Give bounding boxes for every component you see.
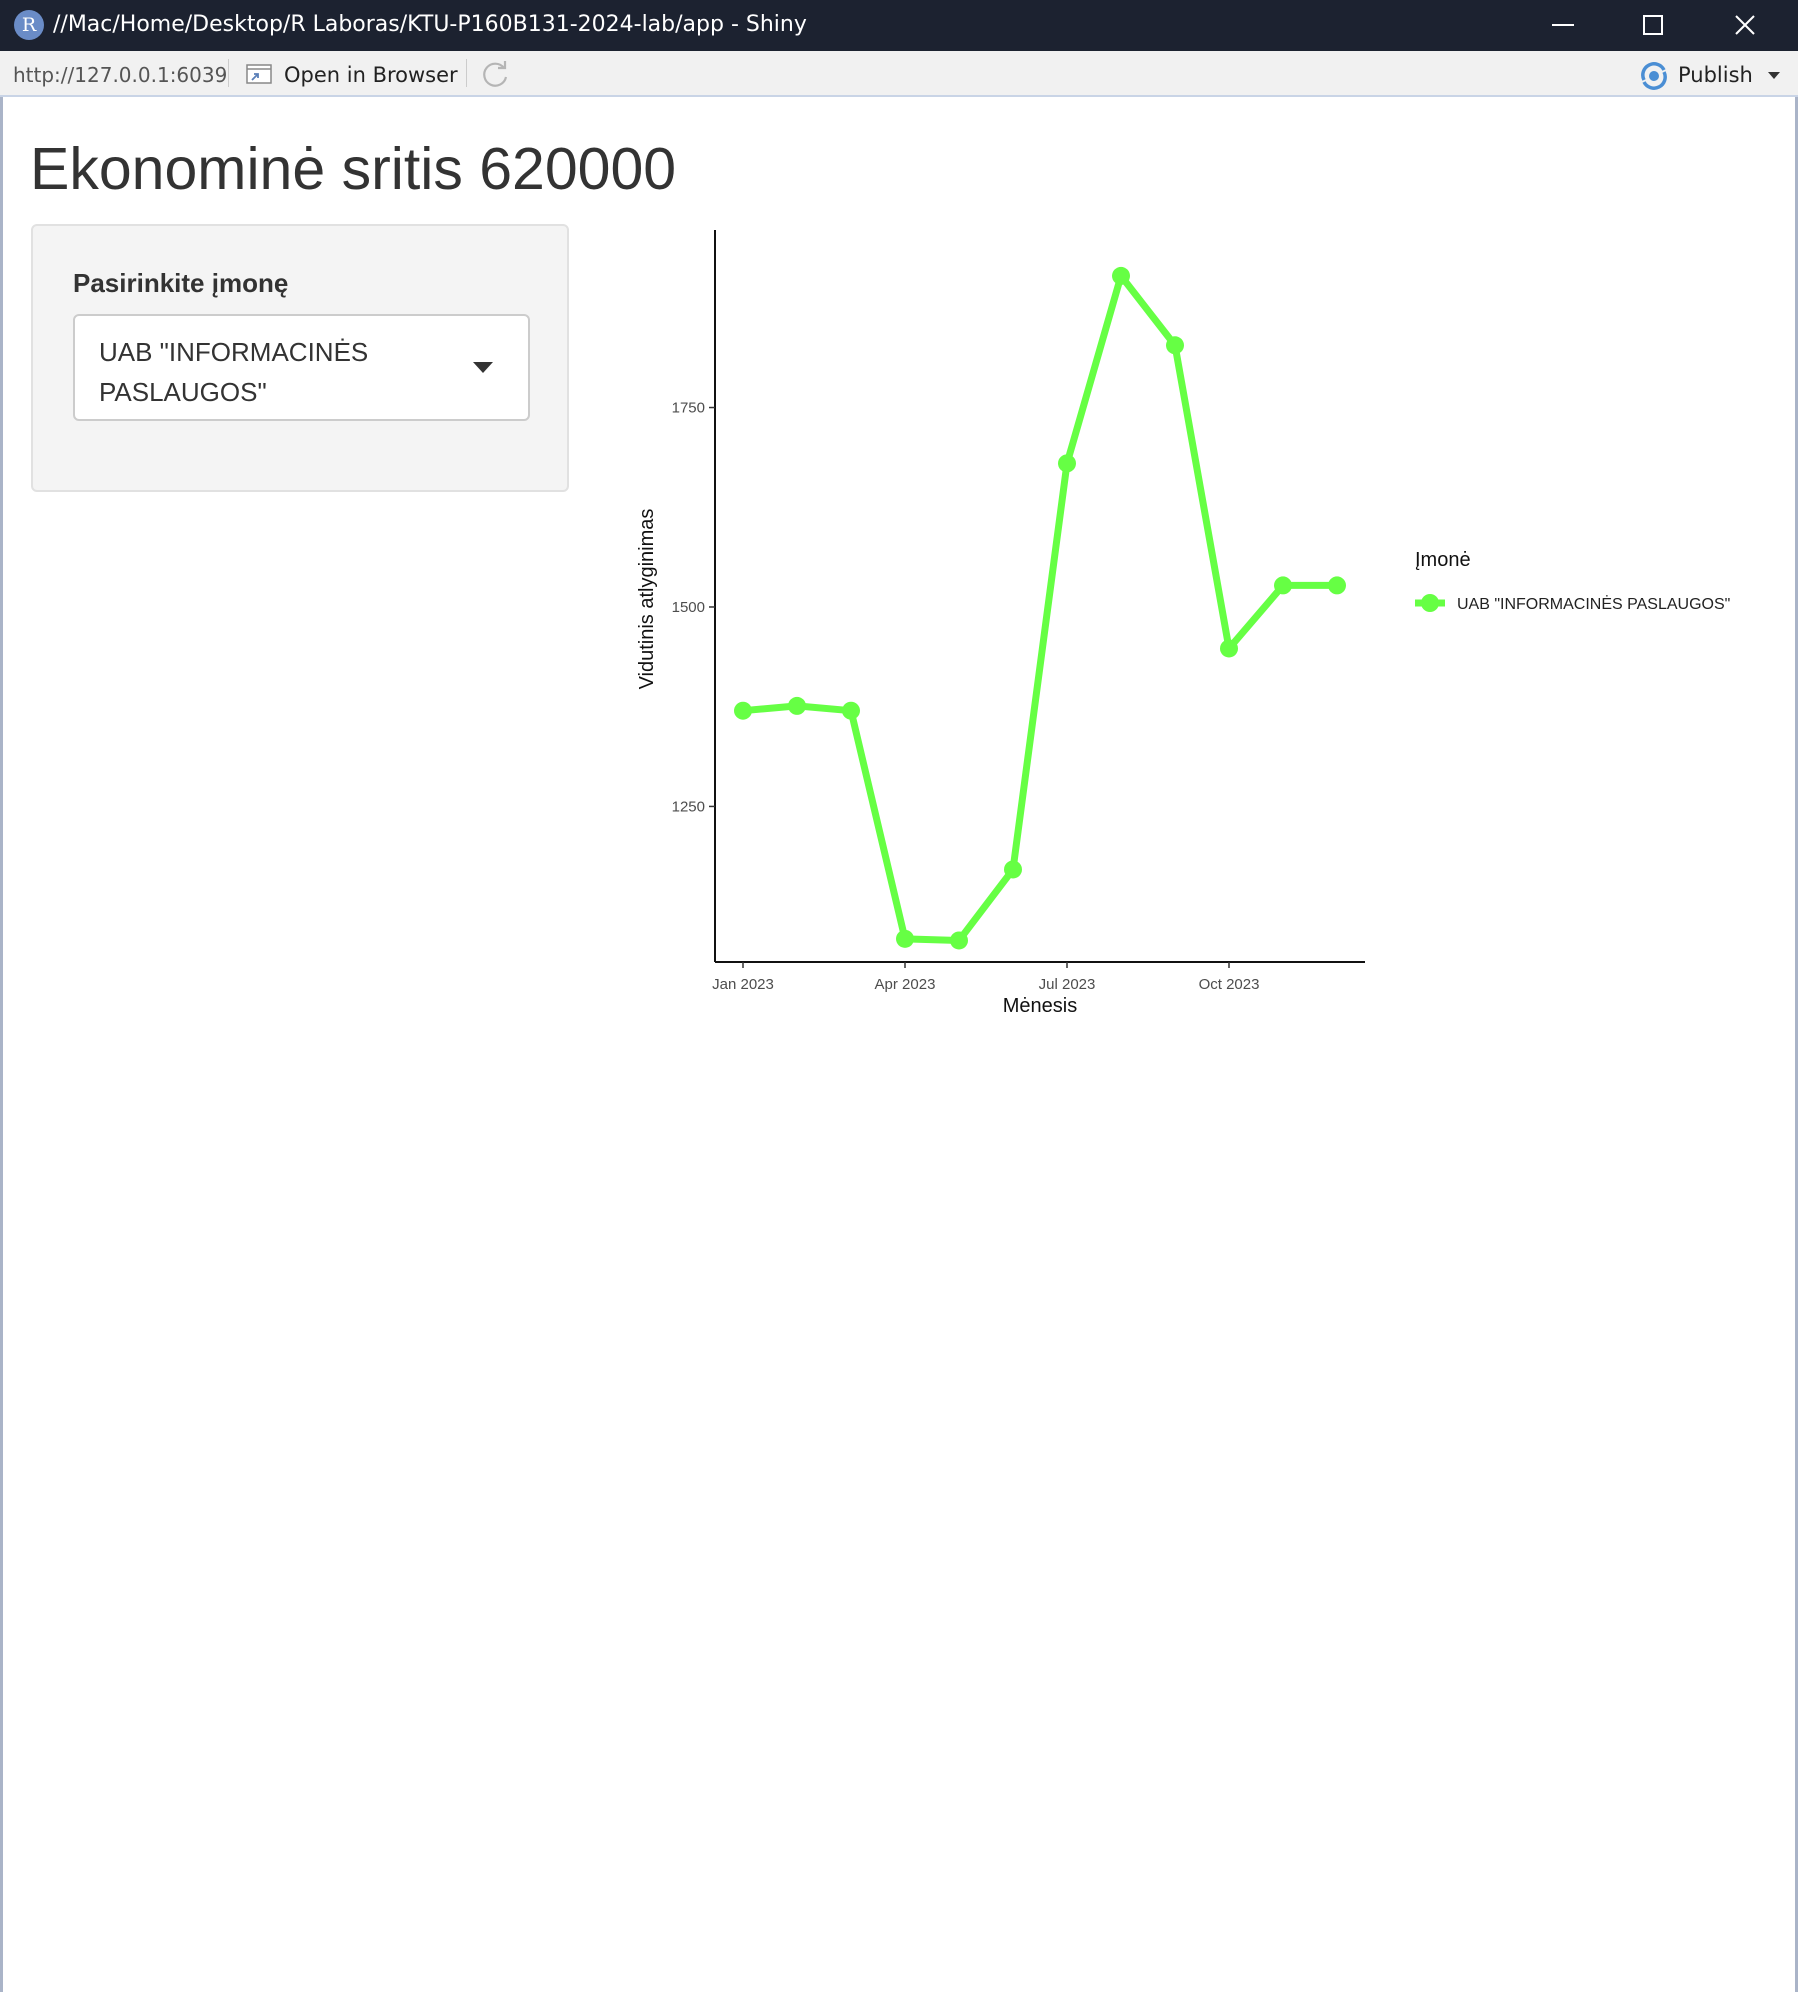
data-point: [1274, 576, 1292, 595]
y-axis-title: Vidutinis atlyginimas: [636, 509, 658, 690]
data-point: [896, 929, 914, 948]
data-point: [734, 701, 752, 720]
r-logo-icon: R: [14, 10, 44, 40]
publish-label: Publish: [1678, 63, 1753, 87]
series-line: [739, 272, 1341, 944]
x-tick-label: Jul 2023: [1039, 976, 1096, 993]
address-url[interactable]: http://127.0.0.1:6039: [13, 63, 228, 87]
app-viewport: [0, 97, 1798, 1992]
publish-button[interactable]: Publish: [1638, 59, 1788, 91]
company-select[interactable]: UAB "INFORMACINĖS PASLAUGOS": [73, 314, 530, 421]
y-tick-label: 1500: [672, 599, 705, 616]
x-tick-label: Jan 2023: [712, 976, 774, 993]
close-icon: [1735, 15, 1755, 35]
data-point: [1220, 639, 1238, 658]
chevron-down-icon: [473, 362, 493, 373]
legend-title: Įmonė: [1415, 549, 1471, 571]
page-title: Ekonominė sritis 620000: [30, 136, 677, 202]
data-point: [1328, 576, 1346, 595]
toolbar-divider: [466, 59, 467, 87]
data-point: [842, 701, 860, 720]
publish-icon: [1641, 62, 1667, 90]
window-title: //Mac/Home/Desktop/R Laboras/KTU-P160B13…: [53, 12, 807, 37]
minimize-icon: [1552, 24, 1574, 26]
data-point: [1166, 336, 1184, 355]
x-tick-label: Apr 2023: [875, 976, 936, 993]
open-in-browser-label: Open in Browser: [284, 63, 458, 87]
refresh-icon: [483, 61, 508, 87]
maximize-icon: [1643, 15, 1663, 35]
maximize-button[interactable]: [1608, 0, 1698, 51]
data-point: [1112, 266, 1130, 285]
chart-canvas: 1250 1500 1750 Jan 2023 Apr 2023 Jul 2023 Oct …: [636, 230, 1730, 1017]
sidebar-panel: Pasirinkite įmonę UAB "INFORMACINĖS PASL…: [31, 224, 569, 492]
legend-label: UAB "INFORMACINĖS PASLAUGOS": [1457, 594, 1730, 613]
y-tick-label: 1750: [672, 400, 705, 417]
data-point: [1004, 860, 1022, 879]
x-axis-title: Mėnesis: [1003, 995, 1077, 1017]
toolbar-divider: [228, 59, 229, 87]
close-button[interactable]: [1700, 0, 1790, 51]
data-point: [1058, 454, 1076, 473]
legend-key-point: [1421, 594, 1439, 612]
viewer-toolbar: http://127.0.0.1:6039 Open in Browser Pu…: [0, 51, 1798, 97]
window-title-bar: R //Mac/Home/Desktop/R Laboras/KTU-P160B…: [0, 0, 1798, 51]
salary-line-chart: 1250 1500 1750 Jan 2023 Apr 2023 Jul 2023 Oct …: [620, 216, 1790, 1026]
company-select-label: Pasirinkite įmonę: [73, 268, 289, 298]
data-point: [788, 696, 806, 715]
x-tick-label: Oct 2023: [1199, 976, 1260, 993]
open-browser-icon: [246, 64, 272, 84]
company-select-value: UAB "INFORMACINĖS PASLAUGOS": [99, 337, 369, 407]
data-point: [950, 931, 968, 950]
publish-dropdown-caret[interactable]: [1768, 72, 1780, 79]
refresh-button[interactable]: [480, 59, 512, 91]
minimize-button[interactable]: [1518, 0, 1608, 51]
y-tick-label: 1250: [672, 798, 705, 815]
